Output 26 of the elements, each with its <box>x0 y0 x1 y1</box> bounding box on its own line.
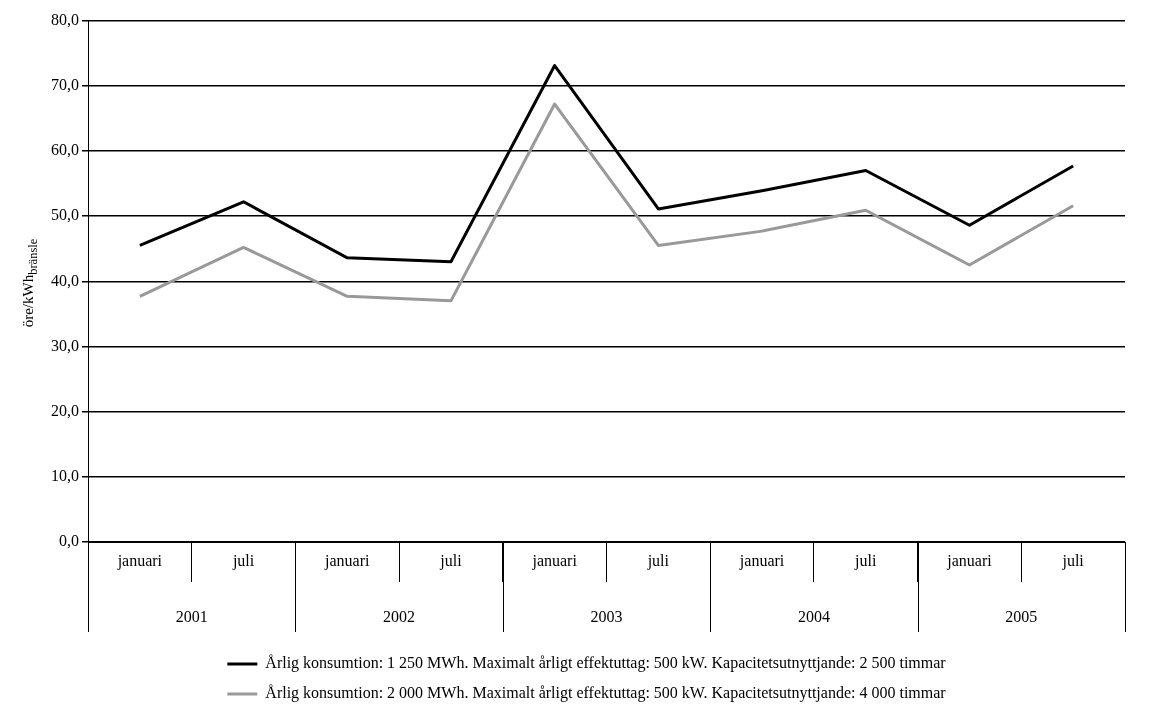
x-tick-label: januari <box>531 551 578 570</box>
y-tick-label: 10,0 <box>51 467 79 485</box>
legend-label: Årlig konsumtion: 2 000 MWh. Maximalt årligt effektuttag: 500 kW. Kapacitetsutnyttjande: 4 000 timmar <box>265 684 947 703</box>
text: 2004 <box>797 608 830 626</box>
legend-label: Årlig konsumtion: 1 250 MWh. Maximalt årligt effektuttag: 500 kW. Kapacitetsutnyttjande: 2 500 timmar <box>265 654 947 673</box>
text: 2002 <box>383 608 416 626</box>
y-tick-label: 80,0 <box>51 10 79 28</box>
x-tick-label: juli <box>439 551 463 570</box>
x-tick-label: januari <box>116 551 163 570</box>
y-tick-label: 40,0 <box>51 271 79 289</box>
y-tick-label: 20,0 <box>51 401 79 419</box>
x-tick-label: januari <box>324 551 371 570</box>
y-tick-label: 0,0 <box>59 532 79 550</box>
x-tick-label: juli <box>231 551 255 570</box>
y-tick-label: 60,0 <box>51 141 79 159</box>
x-tick-label: juli <box>646 551 670 570</box>
y-tick-label: 70,0 <box>51 75 79 93</box>
y-tick-label: 30,0 <box>51 336 79 354</box>
x-tick-label: juli <box>854 551 877 570</box>
text: 2003 <box>590 608 623 626</box>
y-tick-label: 50,0 <box>51 206 79 224</box>
x-tick-label: juli <box>1061 551 1085 570</box>
text: 2001 <box>175 608 208 626</box>
x-tick-label: januari <box>946 551 993 570</box>
x-tick-label: januari <box>738 551 785 570</box>
text: 2005 <box>1005 608 1038 626</box>
